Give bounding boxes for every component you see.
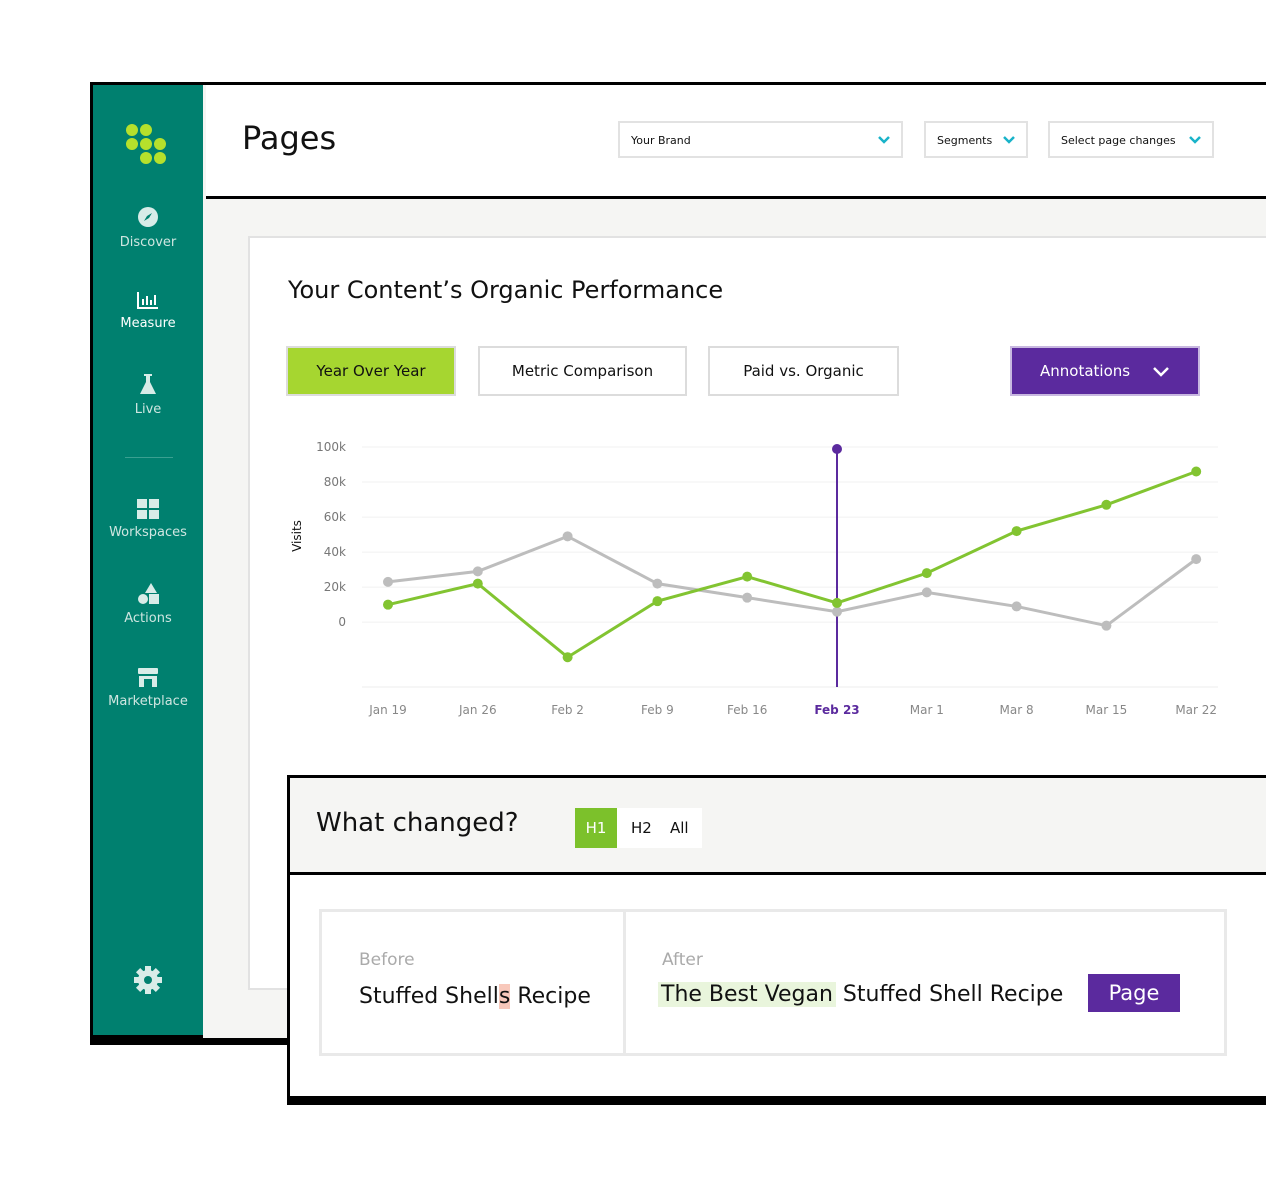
changes-header: What changed? H1 H2 All [290,778,1266,875]
dropdown[interactable]: Your Brand [618,121,903,158]
sidebar: Discover Measure Live Workspaces Actions… [90,82,206,1038]
chevron [1153,367,1169,377]
nav-item[interactable]: Marketplace [108,694,188,709]
actions-icon[interactable] [136,582,160,606]
measure-icon[interactable] [136,290,160,310]
added-text: The Best Vegan [658,982,836,1007]
nav-item[interactable]: Measure [120,316,176,331]
y-tick-label: 80k [324,475,346,489]
tab[interactable]: Paid vs. Organic [708,346,899,396]
tab[interactable]: All [670,819,689,837]
tab[interactable]: H1 [575,808,617,848]
annotation-dot [832,444,842,454]
nav-item[interactable]: Workspaces [109,525,187,540]
x-tick-label: Feb 16 [727,703,767,717]
tab[interactable]: H2 [631,819,652,837]
logo[interactable] [123,121,169,167]
divider [125,457,173,458]
data-point [1011,601,1022,612]
data-point [472,566,483,577]
nav-item[interactable]: Actions [124,611,172,626]
dropdown[interactable]: Segments [924,121,1028,158]
data-point [921,587,932,598]
y-tick-label: 100k [316,440,346,454]
settings-icon[interactable] [133,965,163,995]
before-text: Stuffed Shells Recipe [359,984,591,1009]
live-icon[interactable] [136,372,160,396]
nav-item[interactable]: Live [134,402,162,417]
data-point [832,597,842,608]
data-point [1101,620,1112,631]
series-line [387,470,1197,660]
x-tick-label: Feb 23 [814,703,859,717]
chevron [1003,136,1015,144]
page-button[interactable]: Page [1088,974,1180,1012]
before-label: Before [359,950,415,970]
data-point [1101,499,1112,510]
data-point [742,571,753,582]
data-point [832,606,842,617]
tab[interactable]: Metric Comparison [478,346,687,396]
chevron [1189,136,1201,144]
frame-shadow [90,1035,290,1045]
x-tick-label: Mar 15 [1086,703,1128,717]
marketplace-icon[interactable] [136,667,160,689]
workspaces-icon[interactable] [136,498,160,520]
x-tick-label: Jan 26 [458,703,497,717]
data-point [742,592,753,603]
x-tick-label: Jan 19 [368,703,407,717]
data-point [383,599,393,610]
y-tick-label: 0 [338,615,346,629]
y-tick-label: 20k [324,580,346,594]
data-point [562,652,573,663]
data-point [1011,526,1022,537]
tab-group: H2 All [617,808,702,848]
data-point [472,578,483,589]
data-point [562,531,573,542]
x-tick-label: Feb 2 [551,703,584,717]
x-tick-label: Feb 9 [641,703,674,717]
change-box: Before Stuffed Shells Recipe After The B… [319,909,1227,1056]
data-point [921,568,932,579]
changes-title: What changed? [316,808,519,838]
page-title: Pages [242,119,337,157]
data-point [1191,466,1202,477]
dropdown-label: Select page changes [1061,134,1176,147]
text: Recipe [510,984,591,1009]
annotations-dropdown[interactable]: Annotations [1010,346,1200,396]
divider [623,912,626,1053]
chart: Visits 0 20k 40k 60k 80k 100k Jan 19 Jan 26 Feb … [290,440,1218,717]
y-axis-label: Visits [290,520,304,552]
x-tick-label: Mar 1 [910,703,944,717]
data-point [652,596,663,607]
after-label: After [662,950,703,970]
dropdown[interactable]: Select page changes [1048,121,1214,158]
series-line [387,534,1198,628]
removed-text: s [498,984,511,1009]
text: Stuffed Shell [359,984,499,1009]
y-tick-label: 40k [324,545,346,559]
tab[interactable]: Year Over Year [286,346,456,396]
x-tick-label: Mar 22 [1175,703,1217,717]
nav-item[interactable]: Discover [119,235,177,250]
panel-title: Your Content’s Organic Performance [288,276,724,304]
data-point [1191,554,1202,565]
data-point [383,576,393,587]
text: Stuffed Shell Recipe [835,982,1064,1007]
after-text: The Best Vegan Stuffed Shell Recipe [658,982,1063,1007]
chevron [878,136,890,144]
y-tick-label: 60k [324,510,346,524]
dropdown-label: Your Brand [631,134,691,147]
x-tick-label: Mar 8 [1000,703,1034,717]
annotations-label: Annotations [1040,362,1131,380]
discover-icon[interactable] [136,205,160,229]
dropdown-label: Segments [937,134,993,147]
data-point [652,578,663,589]
